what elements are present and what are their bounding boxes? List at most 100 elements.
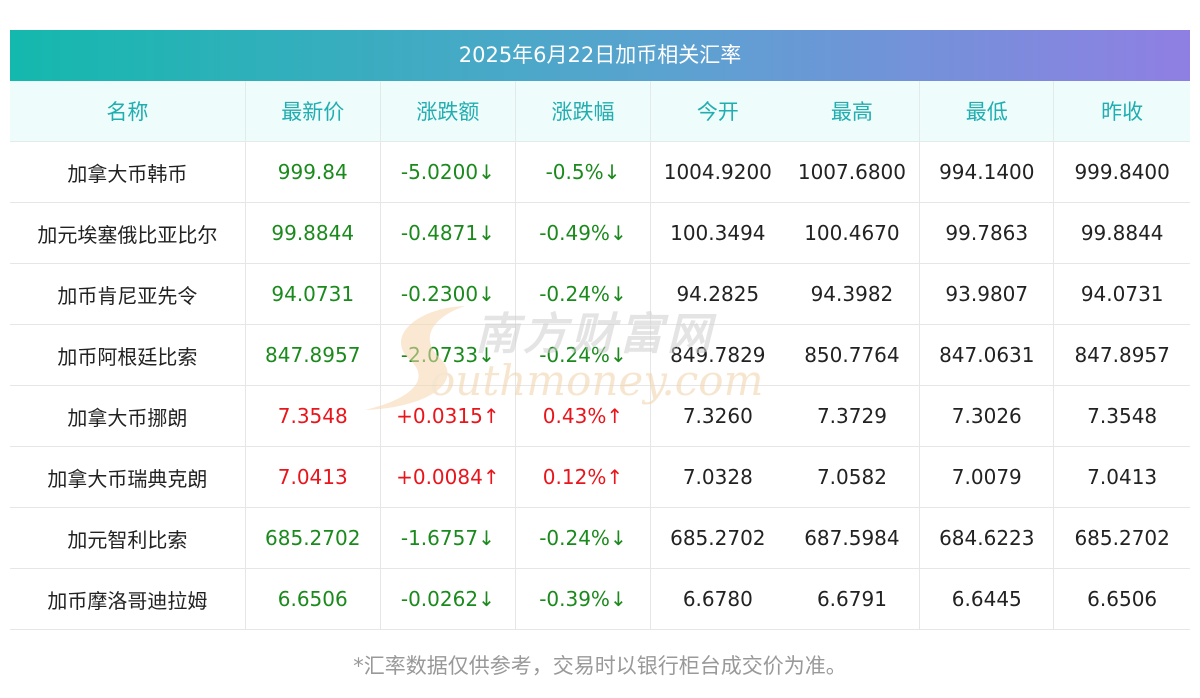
cell-change-amount-value: -0.4871	[400, 221, 479, 245]
column-header-low: 最低	[919, 81, 1055, 142]
cell-open-value: 6.6780	[682, 587, 753, 611]
cell-currency-pair-value: 加拿大币瑞典克朗	[47, 466, 208, 491]
cell-change-amount: +0.0315↑	[380, 385, 516, 447]
cell-prev-close-value: 6.6506	[1087, 587, 1158, 611]
cell-latest-price-value: 685.2702	[265, 526, 361, 550]
disclaimer-footnote: *汇率数据仅供参考，交易时以银行柜台成交价为准。	[353, 654, 847, 678]
cell-prev-close: 685.2702	[1053, 507, 1190, 569]
cell-change-percent: -0.24%↓	[515, 263, 652, 325]
cell-low-value: 93.9807	[945, 282, 1029, 306]
cell-latest-price: 99.8844	[245, 202, 381, 264]
cell-low: 6.6445	[919, 568, 1055, 630]
cell-currency-pair: 加拿大币韩币	[10, 141, 246, 203]
cell-change-amount: -0.0262↓	[380, 568, 516, 630]
cell-open-value: 7.0328	[682, 465, 753, 489]
cell-currency-pair-value: 加币摩洛哥迪拉姆	[47, 588, 208, 613]
cell-change-percent-value: -0.24%	[539, 526, 610, 550]
cell-prev-close-value: 685.2702	[1074, 526, 1170, 550]
cell-currency-pair: 加拿大币挪朗	[10, 385, 246, 447]
cell-change-amount-value: -2.0733	[400, 343, 479, 367]
cell-change-percent-value: 0.43%	[542, 404, 607, 428]
cell-prev-close: 999.8400	[1053, 141, 1190, 203]
cell-prev-close: 7.0413	[1053, 446, 1190, 508]
column-header-pct: 涨跌幅	[515, 81, 652, 142]
cell-latest-price-value: 7.3548	[277, 404, 348, 428]
table-row: 加拿大币瑞典克朗 7.0413 +0.0084↑ 0.12%↑ 7.0328 7.0582…	[10, 446, 1190, 508]
cell-high-value: 7.3729	[816, 404, 887, 428]
cell-latest-price-value: 99.8844	[271, 221, 355, 245]
cell-currency-pair-value: 加元埃塞俄比亚比尔	[37, 222, 218, 247]
cell-change-amount: -5.0200↓	[380, 141, 516, 203]
cell-currency-pair-value: 加拿大币韩币	[67, 161, 188, 186]
cell-open-value: 849.7829	[670, 343, 766, 367]
cell-high: 94.3982	[784, 263, 921, 325]
table-row: 加元智利比索 685.2702 -1.6757↓ -0.24%↓ 685.2702 687…	[10, 507, 1190, 569]
cell-change-percent: -0.24%↓	[515, 507, 652, 569]
arrow-down-icon: ↓	[609, 526, 627, 550]
table-title: 2025年6月22日加币相关汇率	[10, 30, 1190, 81]
cell-prev-close: 7.3548	[1053, 385, 1190, 447]
cell-open-value: 94.2825	[676, 282, 760, 306]
column-header-change: 涨跌额	[380, 81, 516, 142]
arrow-down-icon: ↓	[478, 282, 495, 306]
cell-high: 1007.6800	[784, 141, 921, 203]
arrow-down-icon: ↓	[603, 160, 621, 184]
cell-latest-price-value: 6.6506	[277, 587, 348, 611]
cell-change-percent: -0.5%↓	[515, 141, 652, 203]
cell-high: 850.7764	[784, 324, 921, 386]
arrow-down-icon: ↓	[478, 221, 495, 245]
cell-low-value: 99.7863	[945, 221, 1029, 245]
cell-prev-close: 6.6506	[1053, 568, 1190, 630]
cell-high-value: 100.4670	[804, 221, 900, 245]
column-header-name: 名称	[10, 81, 246, 142]
cell-currency-pair-value: 加币阿根廷比索	[57, 344, 198, 369]
cell-currency-pair: 加元埃塞俄比亚比尔	[10, 202, 246, 264]
cell-prev-close-value: 7.0413	[1087, 465, 1158, 489]
column-header-open: 今开	[650, 81, 785, 142]
arrow-down-icon: ↓	[609, 221, 627, 245]
cell-change-amount-value: +0.0315	[396, 404, 483, 428]
arrow-down-icon: ↓	[609, 282, 627, 306]
cell-change-percent-value: -0.24%	[539, 282, 610, 306]
cell-currency-pair: 加币摩洛哥迪拉姆	[10, 568, 246, 630]
cell-change-amount-value: -0.0262	[400, 587, 479, 611]
cell-low-value: 994.1400	[939, 160, 1035, 184]
rate-table-panel: 2025年6月22日加币相关汇率 名称 最新价 涨跌额 涨跌幅 今开 最高 最低…	[10, 30, 1190, 630]
arrow-down-icon: ↓	[478, 160, 495, 184]
cell-change-amount: -0.2300↓	[380, 263, 516, 325]
cell-latest-price-value: 999.84	[277, 160, 348, 184]
cell-high-value: 1007.6800	[797, 160, 906, 184]
cell-low: 847.0631	[919, 324, 1055, 386]
cell-change-percent: -0.24%↓	[515, 324, 652, 386]
cell-open: 7.0328	[650, 446, 785, 508]
arrow-down-icon: ↓	[478, 526, 495, 550]
cell-low-value: 684.6223	[939, 526, 1035, 550]
arrow-down-icon: ↓	[478, 587, 495, 611]
cell-latest-price-value: 7.0413	[277, 465, 348, 489]
cell-currency-pair-value: 加币肯尼亚先令	[57, 283, 198, 308]
cell-low: 7.0079	[919, 446, 1055, 508]
cell-change-amount: -2.0733↓	[380, 324, 516, 386]
cell-open-value: 685.2702	[670, 526, 766, 550]
cell-prev-close: 847.8957	[1053, 324, 1190, 386]
cell-latest-price-value: 847.8957	[265, 343, 361, 367]
cell-change-percent: 0.12%↑	[515, 446, 652, 508]
cell-change-percent: -0.49%↓	[515, 202, 652, 264]
cell-prev-close-value: 847.8957	[1074, 343, 1170, 367]
cell-low-value: 7.0079	[951, 465, 1022, 489]
cell-prev-close-value: 94.0731	[1080, 282, 1164, 306]
cell-change-amount: -1.6757↓	[380, 507, 516, 569]
table-row: 加拿大币韩币 999.84 -5.0200↓ -0.5%↓ 1004.9200 1007.…	[10, 141, 1190, 203]
cell-prev-close: 99.8844	[1053, 202, 1190, 264]
cell-prev-close-value: 999.8400	[1074, 160, 1170, 184]
arrow-up-icon: ↑	[482, 465, 500, 489]
cell-high-value: 6.6791	[816, 587, 887, 611]
cell-low-value: 7.3026	[951, 404, 1022, 428]
cell-change-percent-value: -0.39%	[539, 587, 610, 611]
table-row: 加币摩洛哥迪拉姆 6.6506 -0.0262↓ -0.39%↓ 6.6780 6.679…	[10, 568, 1190, 630]
cell-open: 6.6780	[650, 568, 785, 630]
cell-change-percent: -0.39%↓	[515, 568, 652, 630]
cell-change-amount-value: -5.0200	[400, 160, 479, 184]
cell-change-percent-value: -0.24%	[539, 343, 610, 367]
cell-open: 7.3260	[650, 385, 785, 447]
